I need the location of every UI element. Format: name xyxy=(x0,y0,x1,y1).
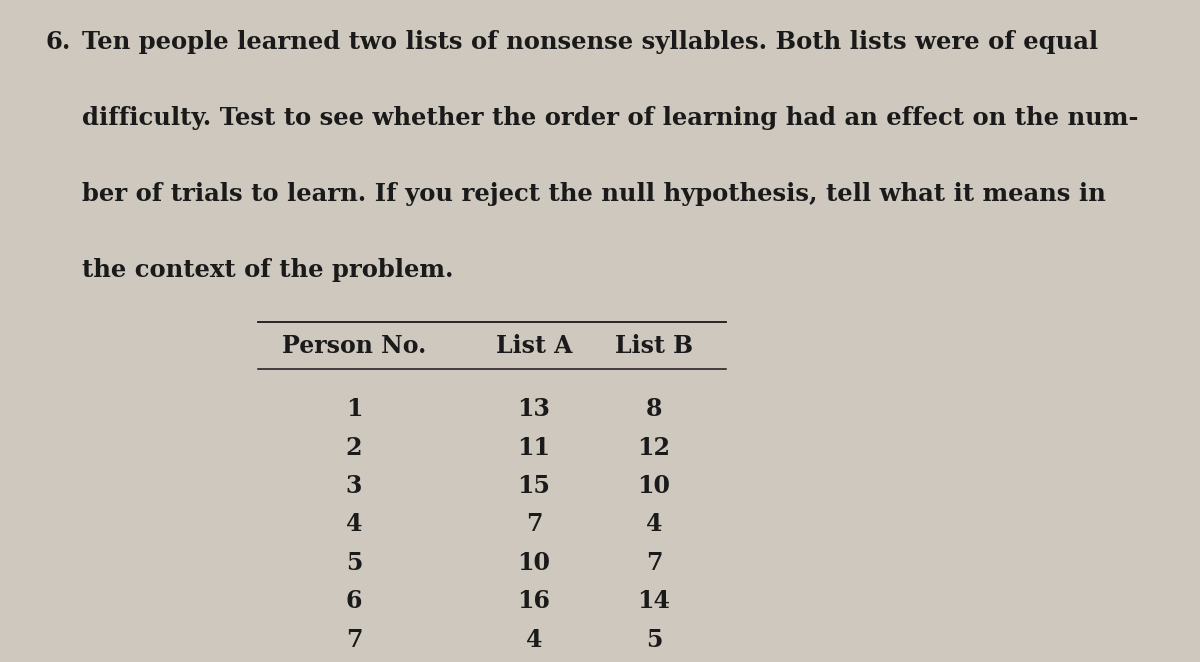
Text: 16: 16 xyxy=(517,589,551,613)
Text: 14: 14 xyxy=(637,589,671,613)
Text: 7: 7 xyxy=(346,628,362,651)
Text: 8: 8 xyxy=(646,397,662,421)
Text: 3: 3 xyxy=(346,474,362,498)
Text: Ten people learned two lists of nonsense syllables. Both lists were of equal: Ten people learned two lists of nonsense… xyxy=(82,30,1098,54)
Text: 6: 6 xyxy=(346,589,362,613)
Text: Person No.: Person No. xyxy=(282,334,426,358)
Text: difficulty. Test to see whether the order of learning had an effect on the num-: difficulty. Test to see whether the orde… xyxy=(82,106,1138,130)
Text: 2: 2 xyxy=(346,436,362,459)
Text: 7: 7 xyxy=(646,551,662,575)
Text: 10: 10 xyxy=(517,551,551,575)
Text: 12: 12 xyxy=(637,436,671,459)
Text: 10: 10 xyxy=(637,474,671,498)
Text: 4: 4 xyxy=(646,512,662,536)
Text: 4: 4 xyxy=(346,512,362,536)
Text: 5: 5 xyxy=(646,628,662,651)
Text: 4: 4 xyxy=(526,628,542,651)
Text: 5: 5 xyxy=(346,551,362,575)
Text: 7: 7 xyxy=(526,512,542,536)
Text: 13: 13 xyxy=(517,397,551,421)
Text: 15: 15 xyxy=(517,474,551,498)
Text: the context of the problem.: the context of the problem. xyxy=(82,258,454,282)
Text: 6.: 6. xyxy=(46,30,71,54)
Text: List B: List B xyxy=(616,334,694,358)
Text: List A: List A xyxy=(496,334,572,358)
Text: ber of trials to learn. If you reject the null hypothesis, tell what it means in: ber of trials to learn. If you reject th… xyxy=(82,182,1105,206)
Text: 1: 1 xyxy=(346,397,362,421)
Text: 11: 11 xyxy=(517,436,551,459)
